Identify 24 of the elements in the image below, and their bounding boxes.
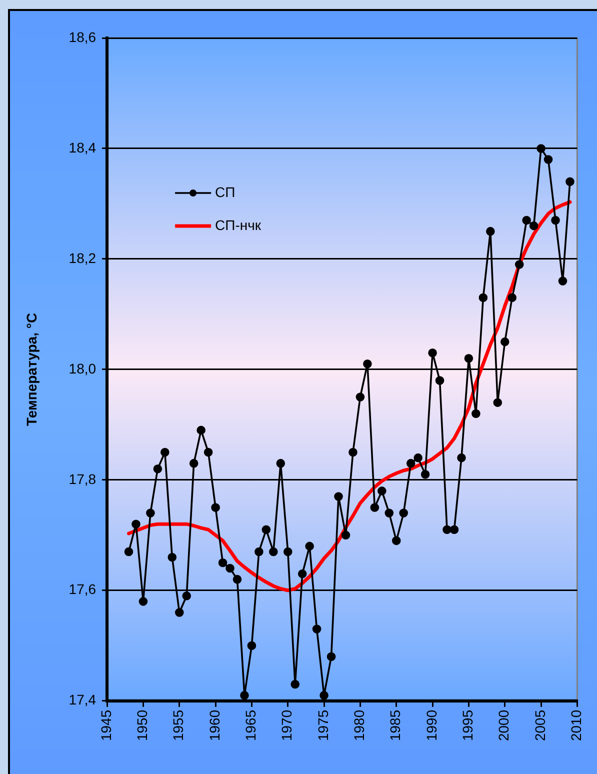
x-tick-label: 2005	[532, 710, 548, 742]
x-tick-label: 1985	[387, 710, 404, 742]
x-tick-label: 2010	[568, 710, 584, 742]
legend-label: СП	[215, 184, 236, 200]
y-tick-label: 18,4	[68, 139, 96, 156]
y-tick-label: 18,0	[68, 360, 96, 376]
y-axis-title: Температура, °C	[23, 312, 40, 426]
x-tick-label: 1945	[98, 710, 114, 742]
x-tick-label: 1965	[242, 710, 259, 742]
x-tick-label: 1950	[134, 710, 150, 742]
x-tick-label: 1995	[460, 710, 476, 742]
y-tick-label: 17,6	[68, 581, 96, 598]
x-tick-label: 1975	[314, 710, 331, 742]
x-tick-label: 1980	[351, 710, 368, 742]
x-tick-label: 1955	[170, 710, 186, 742]
y-tick-label: 18,6	[68, 28, 96, 45]
x-tick-label: 1990	[423, 710, 440, 742]
y-tick-label: 18,2	[68, 250, 96, 266]
x-tick-label: 2000	[496, 710, 512, 742]
y-tick-label: 17,4	[68, 692, 96, 708]
y-tick-label: 17,8	[68, 470, 96, 487]
legend-label: СП-нчк	[215, 216, 262, 233]
x-tick-label: 1960	[206, 710, 222, 742]
x-tick-label: 1970	[278, 710, 295, 742]
